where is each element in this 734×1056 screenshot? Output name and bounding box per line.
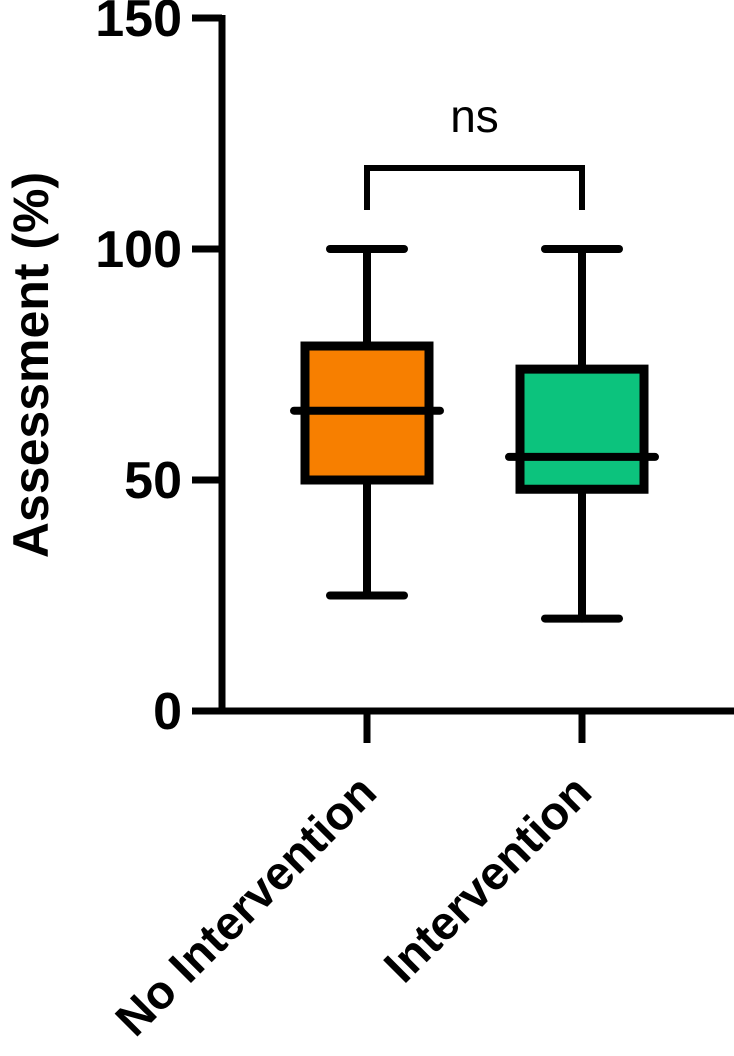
box-no-intervention: [290, 245, 444, 600]
boxes: [290, 245, 659, 623]
y-ticks: 0 50 100 150: [95, 0, 222, 741]
y-axis-title: Assessment (%): [3, 172, 59, 558]
y-tick-label: 0: [153, 683, 182, 741]
box-intervention: [505, 245, 659, 623]
bracket-line: [364, 165, 585, 210]
x-category-label: No Intervention: [105, 765, 386, 1046]
axes: [218, 15, 734, 715]
y-tick-label: 100: [95, 221, 182, 279]
y-tick-label: 50: [124, 452, 182, 510]
y-tick-label: 150: [95, 0, 182, 48]
significance-bracket: ns: [364, 90, 585, 210]
significance-label: ns: [450, 90, 499, 142]
iqr-box: [515, 364, 649, 494]
x-category-label: Intervention: [373, 765, 601, 993]
